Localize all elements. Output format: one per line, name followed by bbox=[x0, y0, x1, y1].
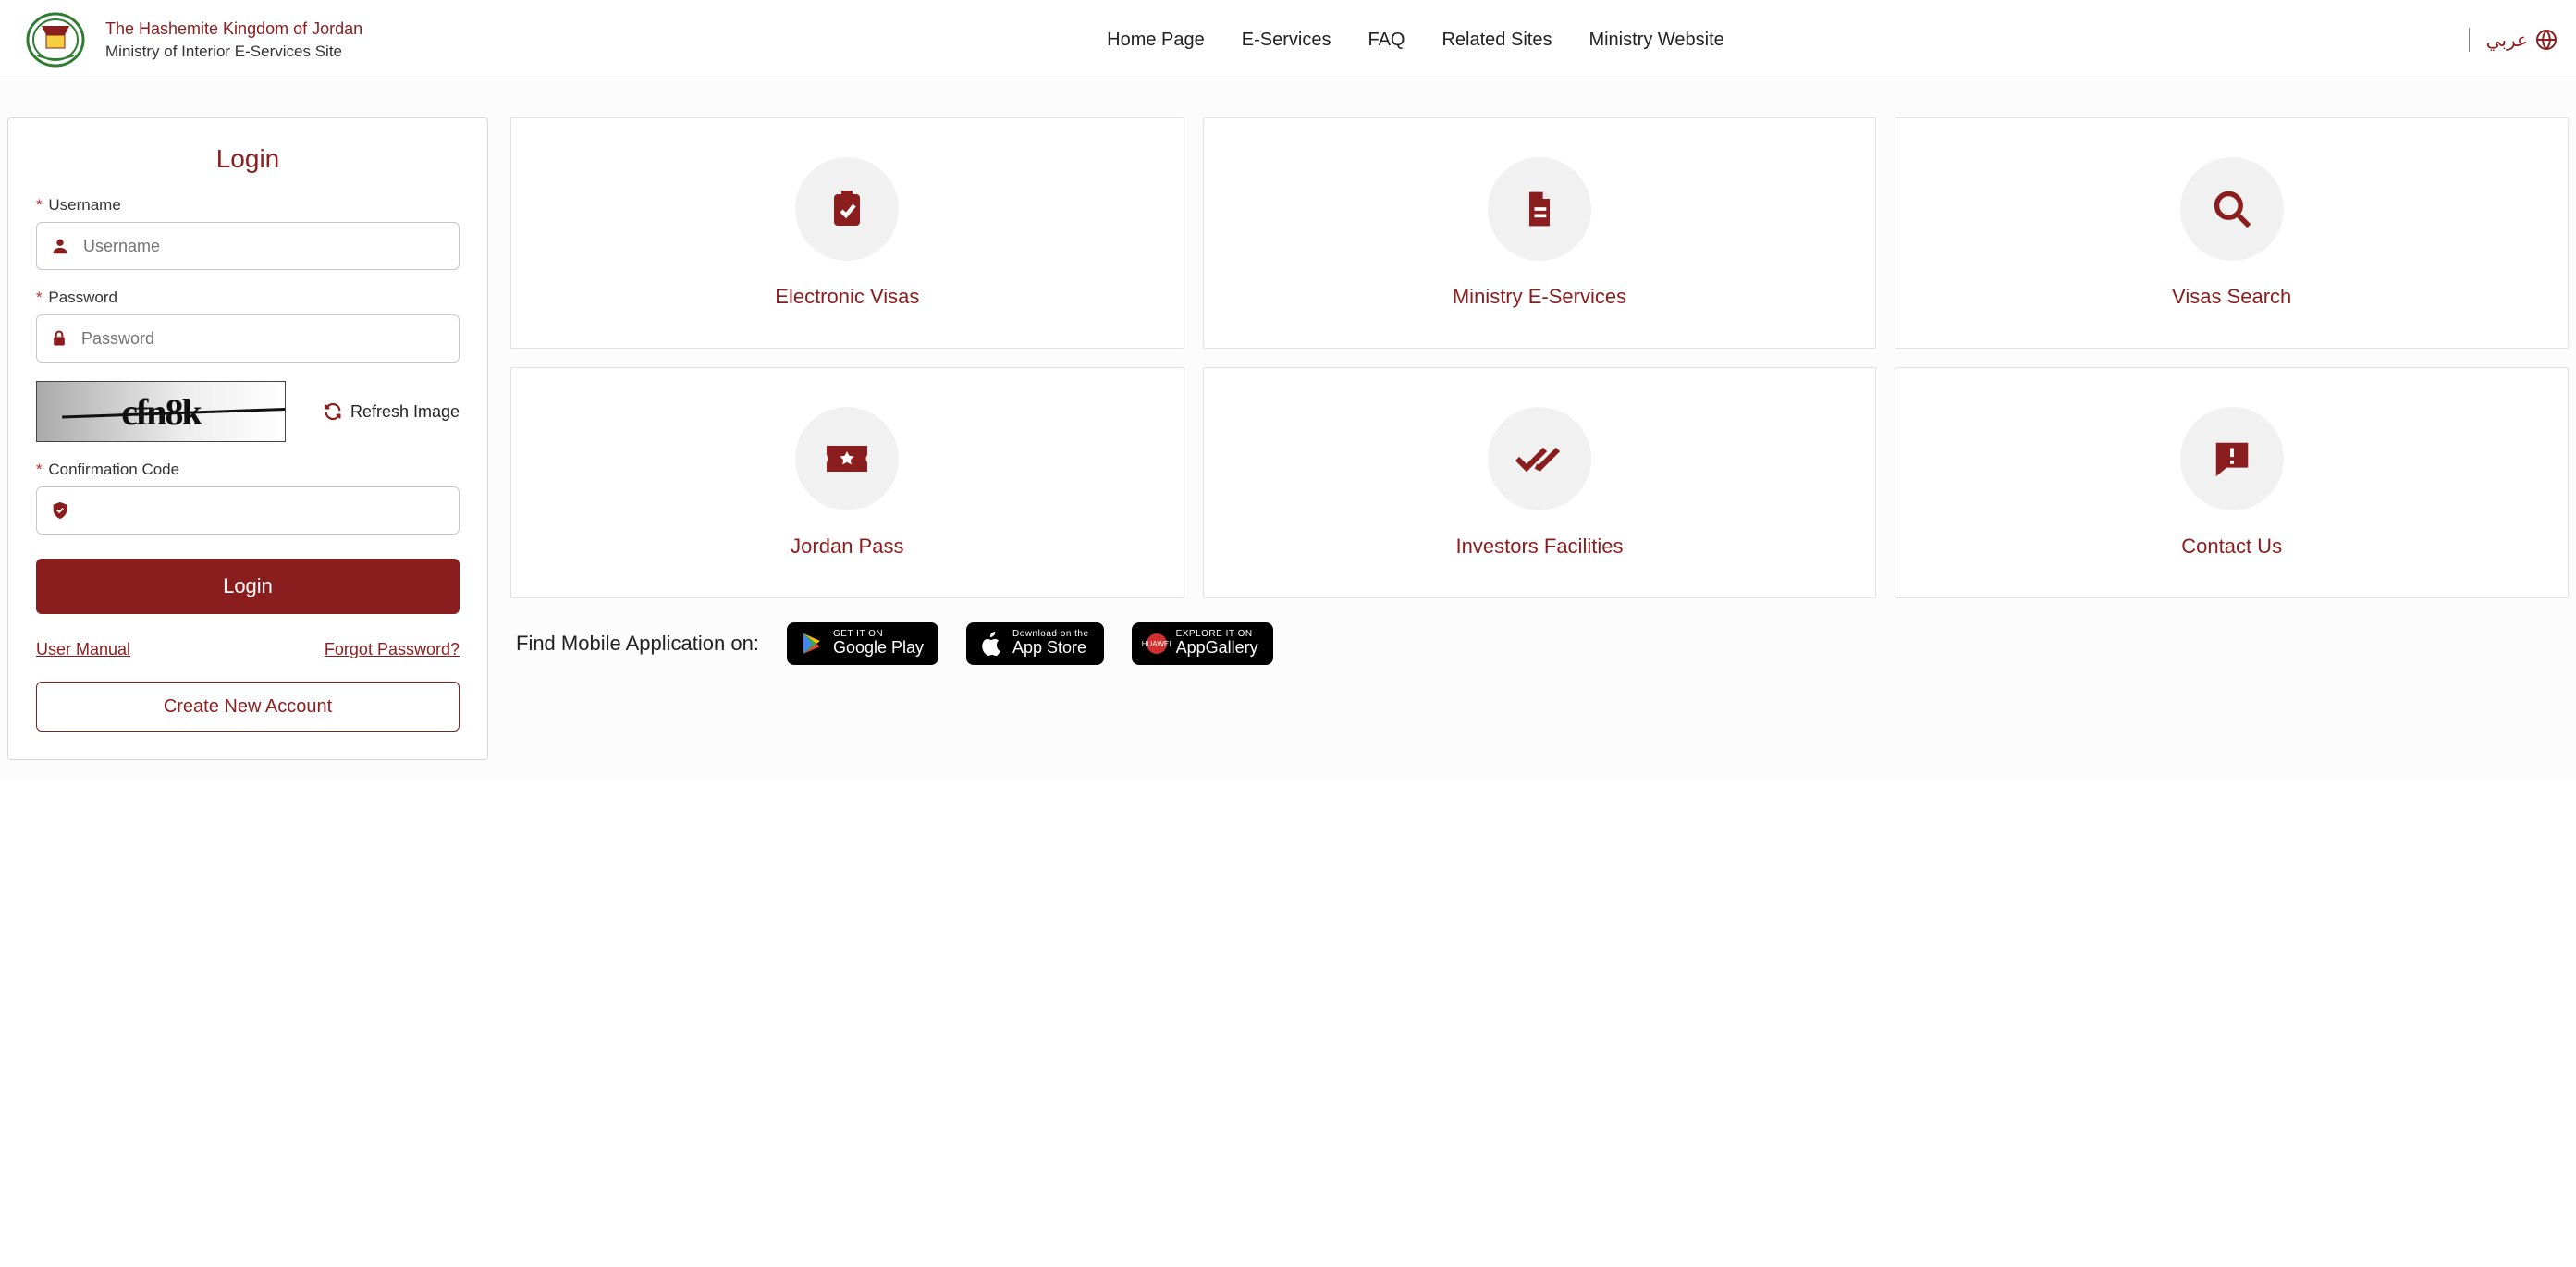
captcha-image: cfn8k bbox=[36, 381, 286, 442]
lock-icon bbox=[50, 328, 68, 349]
confirm-label: * Confirmation Code bbox=[36, 461, 460, 479]
apple-icon bbox=[981, 631, 1003, 657]
search-icon bbox=[2212, 189, 2252, 229]
icon-circle bbox=[1488, 157, 1591, 261]
captcha-row: cfn8k Refresh Image bbox=[36, 381, 460, 442]
card-label: Jordan Pass bbox=[791, 535, 903, 559]
document-icon bbox=[1519, 187, 1560, 231]
confirm-input[interactable] bbox=[83, 501, 446, 521]
main-content: Login * Username * Password cfn8k Refres… bbox=[0, 80, 2576, 779]
site-title-2: Ministry of Interior E-Services Site bbox=[105, 41, 362, 63]
card-visas-search[interactable]: Visas Search bbox=[1895, 117, 2569, 349]
card-label: Contact Us bbox=[2181, 535, 2282, 559]
nav-related[interactable]: Related Sites bbox=[1441, 30, 1552, 51]
icon-circle bbox=[1488, 407, 1591, 510]
refresh-captcha[interactable]: Refresh Image bbox=[323, 401, 460, 422]
confirm-input-wrap bbox=[36, 486, 460, 535]
google-play-icon bbox=[802, 632, 824, 656]
icon-circle bbox=[2180, 407, 2284, 510]
card-contact-us[interactable]: Contact Us bbox=[1895, 367, 2569, 598]
google-play-badge[interactable]: GET IT ON Google Play bbox=[787, 622, 938, 665]
site-titles: The Hashemite Kingdom of Jordan Ministry… bbox=[105, 18, 362, 63]
forgot-password-link[interactable]: Forgot Password? bbox=[325, 640, 460, 659]
user-icon bbox=[50, 236, 70, 256]
card-label: Investors Facilities bbox=[1456, 535, 1624, 559]
double-check-icon bbox=[1514, 442, 1565, 475]
create-account-button[interactable]: Create New Account bbox=[36, 682, 460, 732]
ticket-star-icon bbox=[823, 441, 871, 476]
app-store-row: Find Mobile Application on: GET IT ON Go… bbox=[510, 622, 2569, 665]
card-ministry-eservices[interactable]: Ministry E-Services bbox=[1203, 117, 1877, 349]
card-investors[interactable]: Investors Facilities bbox=[1203, 367, 1877, 598]
password-label: * Password bbox=[36, 289, 460, 307]
huawei-icon: HUAWEI bbox=[1147, 634, 1167, 654]
huawei-appgallery-badge[interactable]: HUAWEI EXPLORE IT ON AppGallery bbox=[1132, 622, 1273, 665]
google-big: Google Play bbox=[833, 639, 924, 658]
login-title: Login bbox=[36, 144, 460, 174]
site-logo bbox=[18, 7, 92, 72]
login-button[interactable]: Login bbox=[36, 559, 460, 614]
clipboard-check-icon bbox=[825, 187, 869, 231]
card-label: Visas Search bbox=[2172, 285, 2291, 309]
username-input[interactable] bbox=[83, 237, 446, 256]
username-label: * Username bbox=[36, 196, 460, 215]
nav-home[interactable]: Home Page bbox=[1107, 30, 1205, 51]
login-links: User Manual Forgot Password? bbox=[36, 640, 460, 659]
refresh-icon bbox=[323, 401, 343, 422]
site-title-1: The Hashemite Kingdom of Jordan bbox=[105, 18, 362, 41]
icon-circle bbox=[2180, 157, 2284, 261]
app-store-badge[interactable]: Download on the App Store bbox=[966, 622, 1104, 665]
nav-ministry[interactable]: Ministry Website bbox=[1589, 30, 1723, 51]
services-column: Electronic Visas Ministry E-Services Vis… bbox=[510, 117, 2569, 665]
icon-circle bbox=[795, 157, 899, 261]
refresh-label: Refresh Image bbox=[350, 402, 460, 422]
language-label: عربي bbox=[2486, 29, 2528, 52]
nav-eservices[interactable]: E-Services bbox=[1242, 30, 1331, 51]
apple-big: App Store bbox=[1012, 639, 1089, 658]
huawei-big: AppGallery bbox=[1176, 639, 1258, 658]
lang-divider bbox=[2469, 28, 2470, 52]
nav-faq[interactable]: FAQ bbox=[1368, 30, 1405, 51]
password-input-wrap bbox=[36, 314, 460, 363]
card-electronic-visas[interactable]: Electronic Visas bbox=[510, 117, 1184, 349]
main-nav: Home Page E-Services FAQ Related Sites M… bbox=[362, 30, 2469, 51]
password-input[interactable] bbox=[81, 329, 446, 349]
card-label: Electronic Visas bbox=[775, 285, 919, 309]
card-label: Ministry E-Services bbox=[1453, 285, 1626, 309]
apps-label: Find Mobile Application on: bbox=[516, 632, 759, 656]
login-panel: Login * Username * Password cfn8k Refres… bbox=[7, 117, 488, 760]
feedback-icon bbox=[2211, 437, 2253, 480]
services-grid: Electronic Visas Ministry E-Services Vis… bbox=[510, 117, 2569, 598]
language-switch[interactable]: عربي bbox=[2469, 28, 2558, 52]
username-input-wrap bbox=[36, 222, 460, 270]
site-header: The Hashemite Kingdom of Jordan Ministry… bbox=[0, 0, 2576, 80]
card-jordan-pass[interactable]: Jordan Pass bbox=[510, 367, 1184, 598]
globe-icon bbox=[2535, 29, 2558, 51]
user-manual-link[interactable]: User Manual bbox=[36, 640, 130, 659]
logo-block: The Hashemite Kingdom of Jordan Ministry… bbox=[18, 7, 362, 72]
shield-check-icon bbox=[50, 500, 70, 521]
icon-circle bbox=[795, 407, 899, 510]
